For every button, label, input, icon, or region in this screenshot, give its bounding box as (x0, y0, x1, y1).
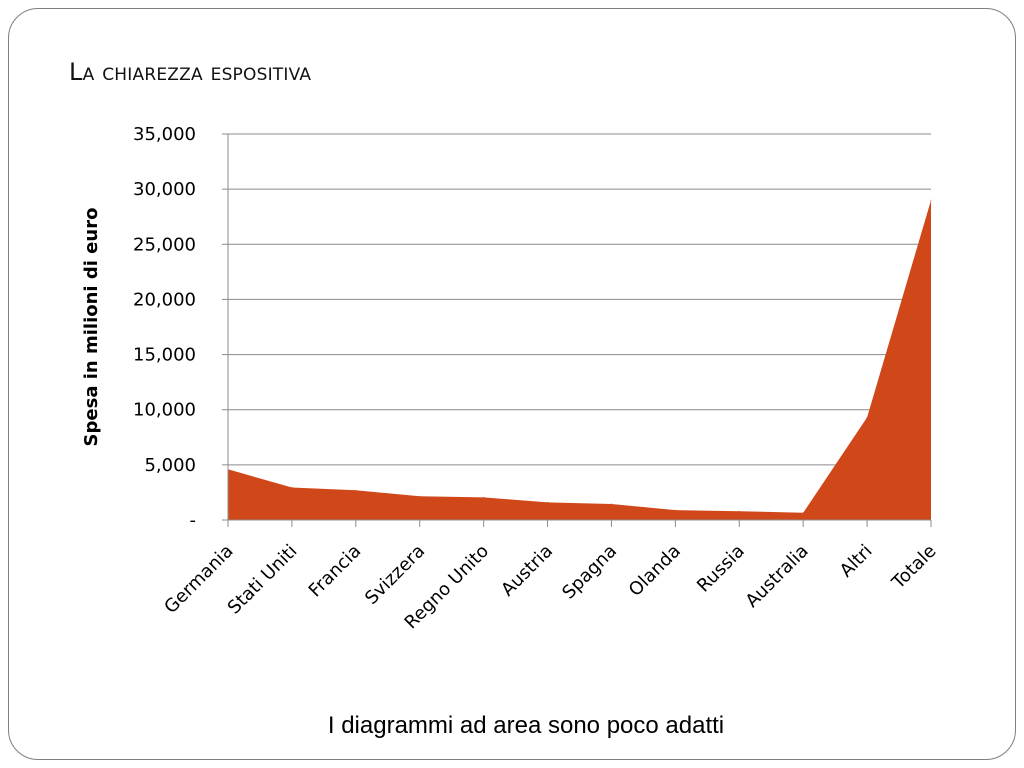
slide-caption: I diagrammi ad area sono poco adatti (327, 712, 725, 739)
data-point-regno-unito (483, 496, 485, 498)
x-tick-label: Australia (742, 541, 813, 612)
y-tick-label: 5,000 (144, 455, 196, 476)
data-point-francia (355, 489, 357, 491)
x-tick-label: Totale (887, 541, 940, 594)
data-point-totale (930, 199, 932, 201)
x-tick-label: Altri (836, 541, 877, 582)
x-tick-label: Russia (693, 541, 749, 597)
x-tick-label: Spagna (558, 541, 621, 604)
area-fill (228, 200, 931, 520)
data-point-altri (866, 416, 868, 418)
data-point-svizzera (419, 495, 421, 497)
y-tick-label: 25,000 (133, 234, 196, 255)
x-tick-label: Francia (305, 541, 366, 602)
slide-frame: La chiarezza espositiva (8, 8, 1016, 760)
axes (222, 133, 932, 527)
data-point-olanda (674, 509, 676, 511)
gridlines (228, 133, 931, 466)
y-tick-label: - (190, 510, 197, 531)
y-tick-label: 30,000 (133, 179, 196, 200)
y-tick-label: 20,000 (133, 289, 196, 310)
y-tick-labels: - 5,000 10,000 15,000 20,000 25,000 30,000 35,0… (133, 124, 196, 531)
x-tick-label: Austria (497, 541, 557, 601)
y-tick-label: 10,000 (133, 400, 196, 421)
x-tick-label: Olanda (625, 541, 685, 601)
data-point-russia (738, 510, 740, 512)
data-point-stati-uniti (291, 487, 293, 488)
data-point-austria (547, 501, 548, 503)
x-tick-label: Stati Uniti (224, 541, 302, 619)
y-tick-label: 15,000 (133, 345, 196, 366)
area-series (227, 199, 932, 520)
page-title: La chiarezza espositiva (69, 58, 312, 86)
y-tick-label: 35,000 (133, 124, 196, 145)
y-axis-title: Spesa in milioni di euro (81, 208, 102, 447)
data-point-australia (802, 512, 804, 514)
data-point-spagna (611, 503, 612, 505)
